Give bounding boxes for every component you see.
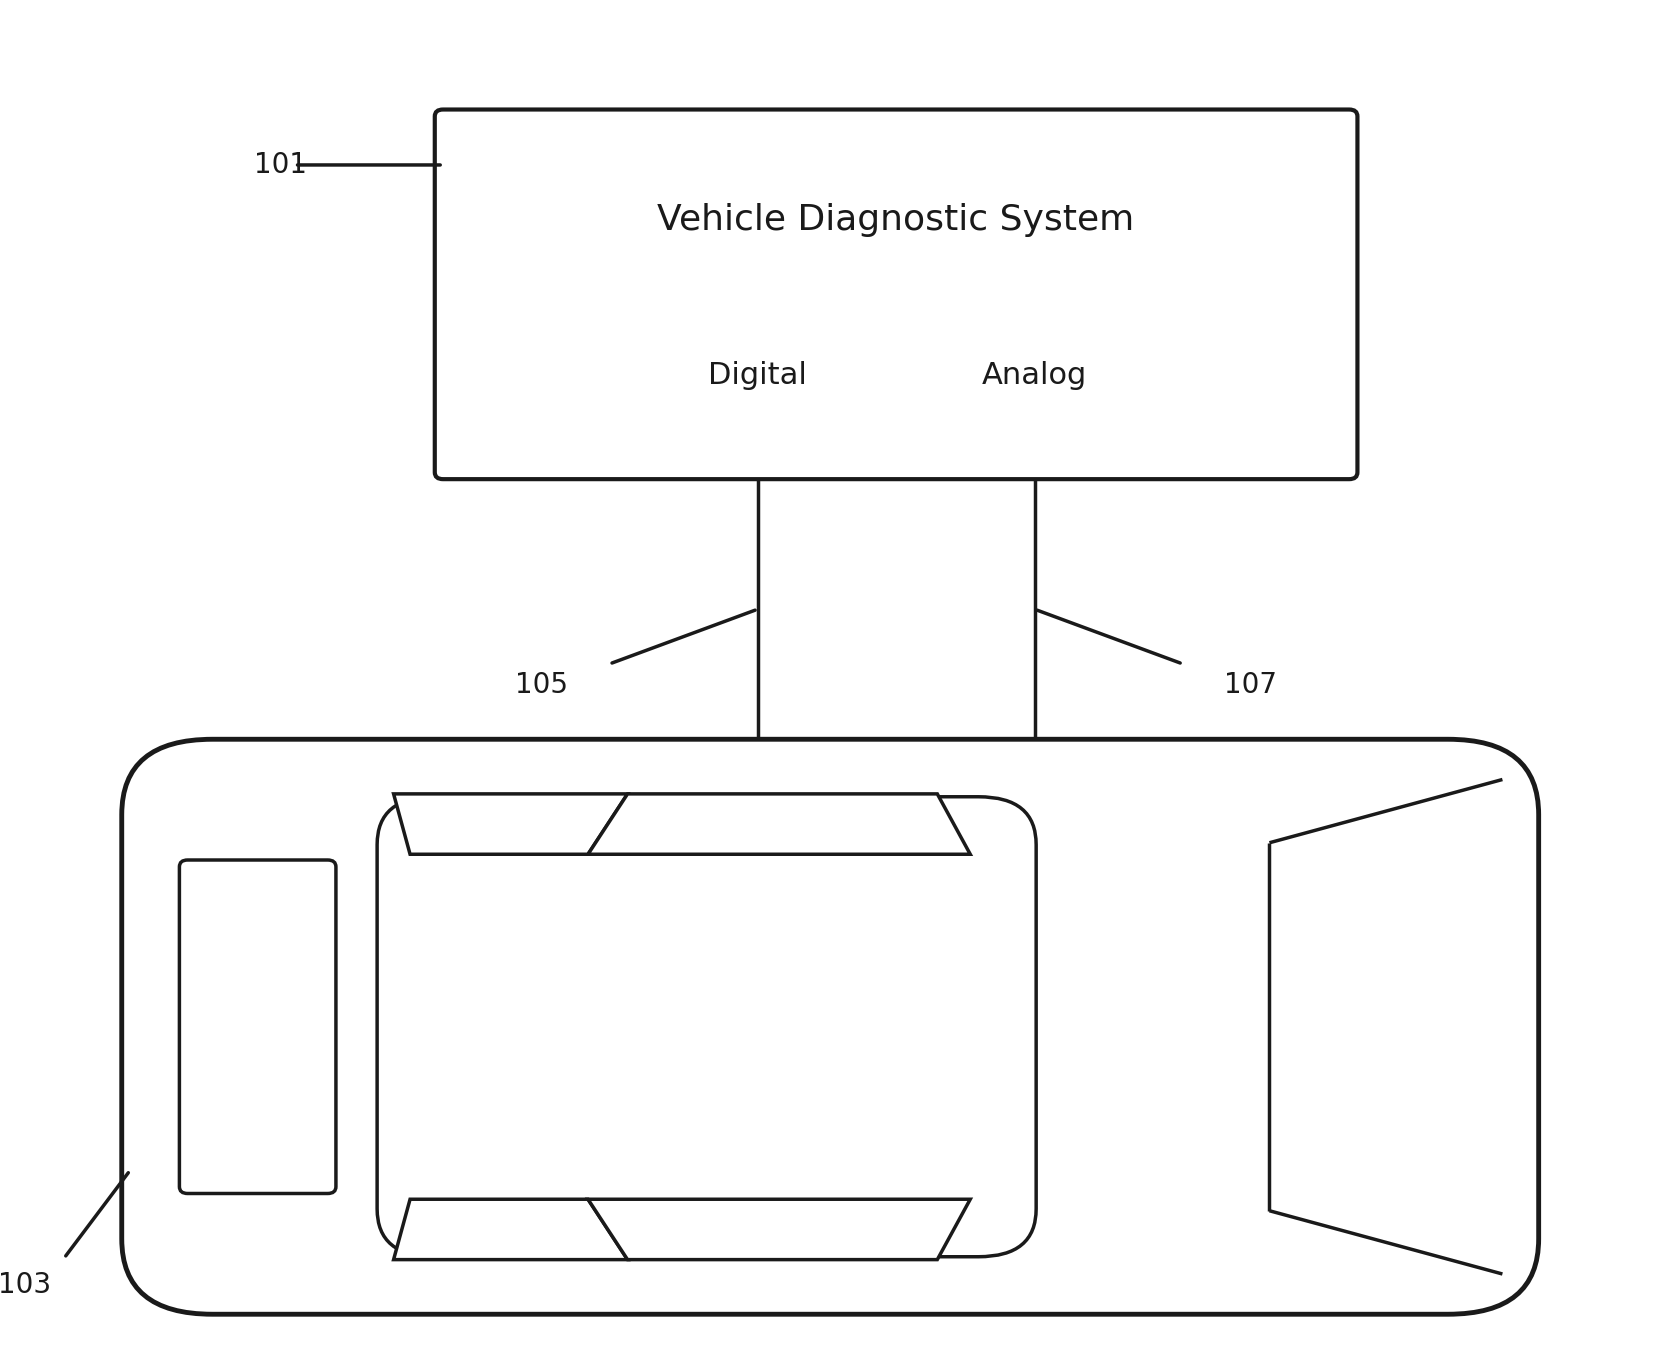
FancyBboxPatch shape [435,110,1358,479]
Text: Vehicle Diagnostic System: Vehicle Diagnostic System [658,204,1135,237]
Text: 103: 103 [0,1272,51,1299]
Text: Analog: Analog [982,361,1087,390]
Polygon shape [589,1199,971,1259]
Polygon shape [589,794,971,854]
Text: 107: 107 [1224,671,1277,698]
FancyBboxPatch shape [377,797,1035,1257]
FancyBboxPatch shape [179,860,336,1194]
Polygon shape [394,794,627,854]
FancyBboxPatch shape [122,739,1538,1314]
Text: 101: 101 [253,151,306,179]
Text: 105: 105 [516,671,569,698]
Polygon shape [394,1199,627,1259]
Text: Digital: Digital [708,361,807,390]
